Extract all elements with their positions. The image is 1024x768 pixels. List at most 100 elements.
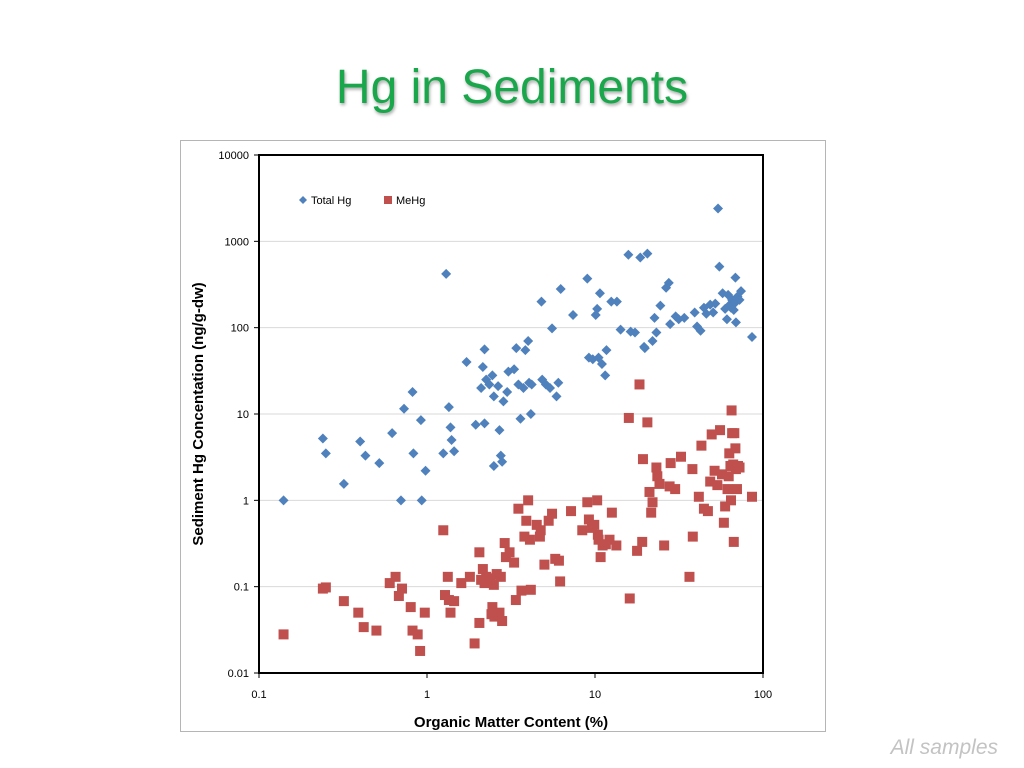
total-hg-point [651, 327, 662, 338]
mehg-point [415, 645, 426, 656]
series-1-points [278, 203, 757, 506]
mehg-point [474, 617, 485, 628]
mehg-point [523, 495, 534, 506]
total-hg-point [320, 448, 331, 459]
mehg-point [494, 607, 505, 618]
mehg-point [696, 440, 707, 451]
mehg-point [611, 540, 622, 551]
mehg-point [353, 607, 364, 618]
mehg-point [644, 486, 655, 497]
total-hg-point [540, 379, 551, 390]
total-hg-point [713, 203, 724, 214]
total-hg-point [615, 324, 626, 335]
mehg-point [592, 495, 603, 506]
total-hg-point [701, 308, 712, 319]
total-hg-point [730, 272, 741, 283]
total-hg-point [526, 379, 537, 390]
mehg-point [521, 515, 532, 526]
mehg-point [371, 625, 382, 636]
mehg-point [497, 616, 508, 627]
total-hg-point [479, 418, 490, 429]
mehg-point [495, 571, 506, 582]
mehg-point [647, 497, 658, 508]
mehg-point [440, 590, 451, 601]
total-hg-point [642, 248, 653, 259]
mehg-point [566, 506, 577, 517]
total-hg-point [338, 478, 349, 489]
mehg-point [654, 478, 665, 489]
total-hg-point [445, 422, 456, 433]
total-hg-point [629, 327, 640, 338]
total-hg-point [582, 273, 593, 284]
y-tick-label: 10000 [218, 150, 249, 162]
total-hg-point [649, 312, 660, 323]
total-hg-point [446, 434, 457, 445]
mehg-point [665, 458, 676, 469]
mehg-point [393, 590, 404, 601]
total-hg-point [360, 450, 371, 461]
x-tick-label: 10 [589, 689, 601, 701]
mehg-point [664, 481, 675, 492]
mehg-point [547, 508, 558, 519]
mehg-point [384, 578, 395, 589]
x-tick-label: 100 [754, 689, 772, 701]
mehg-point [734, 462, 745, 473]
mehg-point [469, 638, 480, 649]
legend-diamond-marker [299, 196, 307, 204]
total-hg-point [416, 495, 427, 506]
total-hg-point [355, 436, 366, 447]
mehg-point [485, 574, 496, 585]
mehg-point [443, 595, 454, 606]
total-hg-point [494, 425, 505, 436]
mehg-point [487, 602, 498, 613]
mehg-point [445, 607, 456, 618]
total-hg-point [399, 403, 410, 414]
y-axis-tick-labels: 0.01 0.1 1 10 100 1000 10000 [218, 150, 259, 680]
total-hg-point [736, 286, 747, 297]
total-hg-point [708, 307, 719, 318]
total-hg-point [553, 377, 564, 388]
mehg-point [706, 429, 717, 440]
mehg-point [659, 540, 670, 551]
total-hg-point [488, 391, 499, 402]
total-hg-point [587, 354, 598, 365]
total-hg-point [611, 296, 622, 307]
total-hg-point [635, 252, 646, 263]
mehg-point [525, 584, 536, 595]
mehg-point [675, 451, 686, 462]
mehg-point [646, 507, 657, 518]
mehg-point [553, 555, 564, 566]
mehg-point [577, 525, 588, 536]
mehg-point [519, 531, 530, 542]
mehg-point [718, 517, 729, 528]
mehg-point [499, 538, 510, 549]
total-hg-point [407, 386, 418, 397]
mehg-point [489, 611, 500, 622]
mehg-point [320, 582, 331, 593]
data-points [278, 203, 757, 656]
mehg-point [642, 417, 653, 428]
x-tick-label: 0.1 [251, 689, 266, 701]
total-hg-point [395, 495, 406, 506]
total-hg-point [509, 364, 520, 375]
total-hg-point [518, 383, 529, 394]
mehg-point [438, 525, 449, 536]
total-hg-point [746, 331, 757, 342]
mehg-point [412, 629, 423, 640]
mehg-point [555, 576, 566, 587]
mehg-point [632, 545, 643, 556]
mehg-point [720, 501, 731, 512]
mehg-point [724, 448, 735, 459]
legend-square-marker [384, 196, 392, 204]
total-hg-point [551, 391, 562, 402]
total-hg-point [387, 428, 398, 439]
total-hg-point [594, 288, 605, 299]
mehg-point [358, 622, 369, 633]
legend-series-2-label: MeHg [396, 195, 425, 207]
total-hg-point [497, 456, 508, 467]
total-hg-point [601, 345, 612, 356]
mehg-point [746, 491, 757, 502]
total-hg-point [487, 370, 498, 381]
total-hg-point [476, 383, 487, 394]
